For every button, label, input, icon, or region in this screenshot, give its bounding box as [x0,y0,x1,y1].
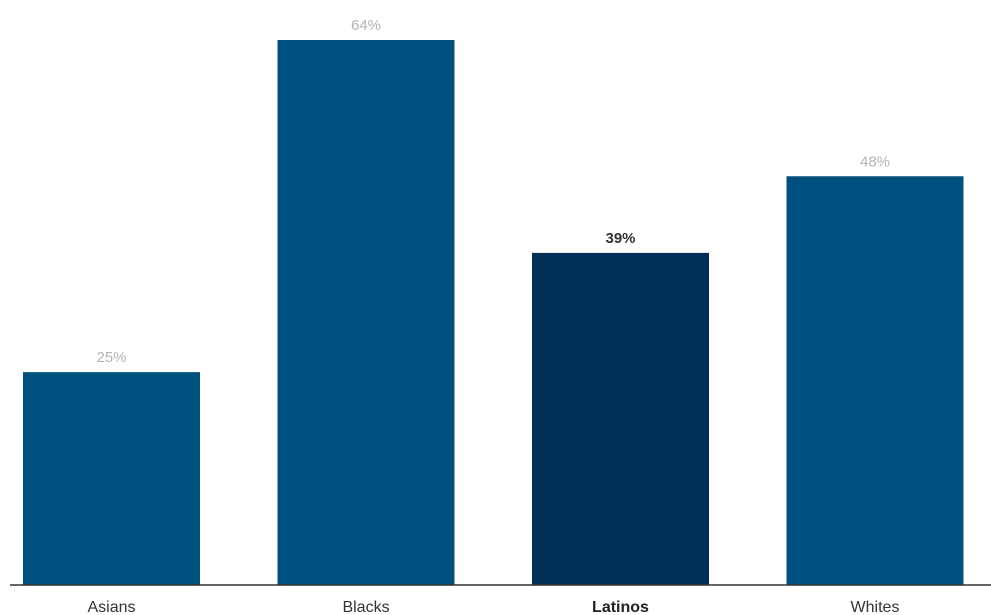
category-label-latinos: Latinos [592,599,649,615]
category-label-asians: Asians [87,599,135,615]
value-labels-group: 25% 64% 39% 48% [96,17,890,366]
category-label-whites: Whites [851,599,900,615]
bar-latinos [532,252,709,585]
value-label-asians: 25% [96,349,126,366]
value-label-latinos: 39% [605,230,635,247]
value-label-whites: 48% [860,153,890,170]
value-label-blacks: 64% [351,17,381,34]
bar-whites [786,176,964,585]
bar-blacks [277,40,455,585]
bars-group [23,40,964,585]
category-label-blacks: Blacks [342,599,389,615]
bar-asians [23,372,200,585]
category-labels-group: Asians Blacks Latinos Whites [87,599,899,615]
